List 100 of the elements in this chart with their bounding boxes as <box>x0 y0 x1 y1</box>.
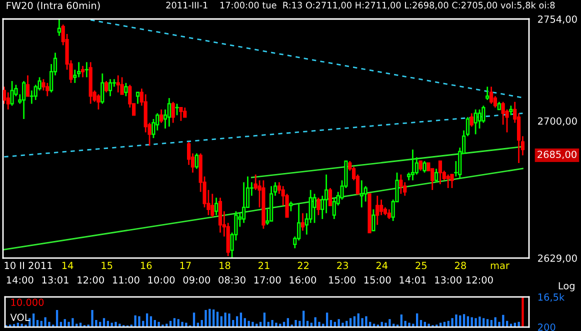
candlestick <box>328 187 332 206</box>
candlestick <box>422 160 426 174</box>
chart-title: FW20 (Intra 60min) <box>6 2 100 10</box>
candlestick <box>22 80 26 120</box>
bar <box>275 322 278 328</box>
bar <box>252 322 254 328</box>
candlestick <box>171 101 175 124</box>
bar <box>342 322 344 328</box>
bar <box>181 322 184 328</box>
text: 24 <box>376 262 388 269</box>
bar <box>134 315 136 328</box>
candlestick <box>194 152 198 170</box>
bar <box>384 322 387 328</box>
candlestick <box>104 80 108 94</box>
candlestick <box>242 182 246 224</box>
bar <box>192 312 196 328</box>
x-tick-label: 14:00 <box>6 276 34 284</box>
candlestick <box>80 65 85 78</box>
candlestick <box>183 106 187 118</box>
text: 21 <box>258 262 270 269</box>
candlestick <box>312 193 316 224</box>
candlestick <box>84 61 88 78</box>
x-tick-label: 13:00 <box>435 276 462 284</box>
annotation: 10.000 <box>11 298 44 306</box>
candlestick <box>289 200 293 212</box>
x-tick-label: 12:00 <box>78 276 104 284</box>
y-tick-label: 2700,00 <box>538 117 577 126</box>
bar <box>388 319 391 328</box>
x-tick-label: 14:01 <box>400 276 426 284</box>
candlestick <box>387 208 391 220</box>
bar <box>365 316 368 328</box>
candlestick <box>450 174 454 189</box>
text: 10 II 2011 <box>4 262 52 270</box>
bar <box>216 312 219 328</box>
bar <box>518 322 520 328</box>
bar <box>271 320 274 328</box>
candlestick <box>486 86 490 101</box>
bar <box>451 318 454 328</box>
bar <box>326 312 328 328</box>
text: 15 <box>102 262 112 270</box>
candlestick <box>26 74 30 97</box>
bar <box>138 316 140 328</box>
bar <box>158 322 160 328</box>
candlestick <box>316 197 320 216</box>
bar <box>428 324 430 328</box>
bar <box>162 324 164 328</box>
x-tick-label: 08:30 <box>218 276 246 284</box>
x-tick-label: 15:00 <box>329 276 356 284</box>
x-tick-label: 13:01 <box>42 276 68 284</box>
bar <box>68 322 70 328</box>
candlestick <box>434 168 438 183</box>
bar <box>240 312 242 328</box>
bar <box>462 314 466 328</box>
candlestick <box>120 76 124 95</box>
bar <box>248 320 250 328</box>
x-tick-label: 12:00 <box>466 276 493 284</box>
bar <box>32 314 35 328</box>
text: 23 <box>337 262 348 270</box>
candlestick <box>124 82 128 97</box>
candlestick <box>10 80 14 106</box>
candlestick <box>410 148 415 182</box>
text: 2685,00 <box>538 150 576 160</box>
text: 16 <box>141 262 152 270</box>
bar <box>338 319 340 328</box>
bar <box>494 317 496 328</box>
candlestick <box>136 92 140 104</box>
bar <box>522 296 524 328</box>
candlestick <box>446 174 450 189</box>
chart-subtitle: 2011-III-1 17:00:00 tue R:13 O:2711,00 H:2711,00 L:2698,00 C:2705,00 vol:5,8k oi:8 <box>166 2 555 10</box>
bar <box>294 320 297 328</box>
candlestick <box>116 74 120 94</box>
annotation: VOL <box>10 314 30 321</box>
text: 18 <box>220 262 230 270</box>
x-tick-label: 16:00 <box>290 276 316 284</box>
candlestick <box>372 208 376 232</box>
candlestick <box>438 160 442 185</box>
candlestick <box>489 86 494 104</box>
candlestick <box>360 180 364 208</box>
text: 17 <box>180 262 191 269</box>
candlestick <box>379 198 384 216</box>
bar <box>212 309 215 328</box>
bar <box>228 314 230 328</box>
candlestick <box>509 104 513 116</box>
x-tick-label: 15:00 <box>364 276 391 284</box>
bar <box>72 318 74 328</box>
candlestick <box>57 19 61 37</box>
candlestick <box>418 160 422 172</box>
y-tick-label: 200 <box>538 324 556 331</box>
text: 28 <box>454 262 466 270</box>
candlestick <box>108 78 112 97</box>
bar <box>263 312 266 328</box>
candlestick <box>179 106 183 122</box>
bar <box>91 310 94 328</box>
candlestick <box>46 82 50 97</box>
candlestick <box>300 212 305 232</box>
candlestick <box>214 197 218 216</box>
candlestick <box>478 108 482 130</box>
candlestick <box>210 193 214 218</box>
text: 14 <box>62 262 74 269</box>
text: 25 <box>416 262 427 270</box>
